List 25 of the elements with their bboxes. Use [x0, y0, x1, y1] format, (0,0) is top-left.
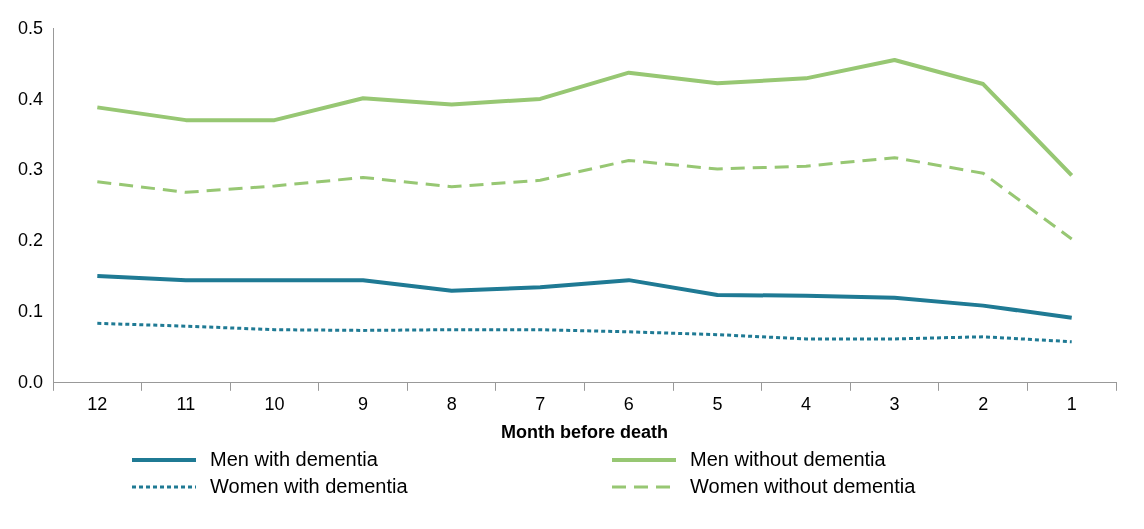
x-tick-label: 9 — [358, 393, 369, 414]
legend-label: Men with dementia — [210, 448, 378, 471]
x-tick-label: 5 — [712, 393, 723, 414]
x-tick-label: 4 — [800, 393, 811, 414]
legend-label: Women with dementia — [210, 475, 408, 498]
legend-label: Men without dementia — [690, 448, 886, 471]
x-tick-label: 1 — [1066, 393, 1077, 414]
x-tick-label: 3 — [889, 393, 900, 414]
x-tick-label: 11 — [176, 393, 196, 414]
line-series — [95, 156, 1074, 241]
x-tick-label: 10 — [264, 393, 285, 414]
y-tick-label: 0.1 — [17, 300, 44, 321]
x-tick-label: 2 — [978, 393, 989, 414]
legend-label: Women without dementia — [690, 475, 916, 498]
line-series — [95, 321, 1074, 344]
y-tick-label: 0.4 — [17, 88, 44, 109]
x-axis-title: Month before death — [501, 422, 669, 443]
y-tick-label: 0.3 — [17, 159, 44, 180]
x-tick-label: 6 — [623, 393, 634, 414]
y-tick-label: 0.0 — [17, 371, 44, 392]
x-tick-label: 12 — [87, 393, 108, 414]
x-tick-label: 8 — [446, 393, 457, 414]
y-tick-label: 0.5 — [17, 17, 44, 38]
x-tick-label: 7 — [535, 393, 546, 414]
y-tick-label: 0.2 — [17, 230, 44, 251]
